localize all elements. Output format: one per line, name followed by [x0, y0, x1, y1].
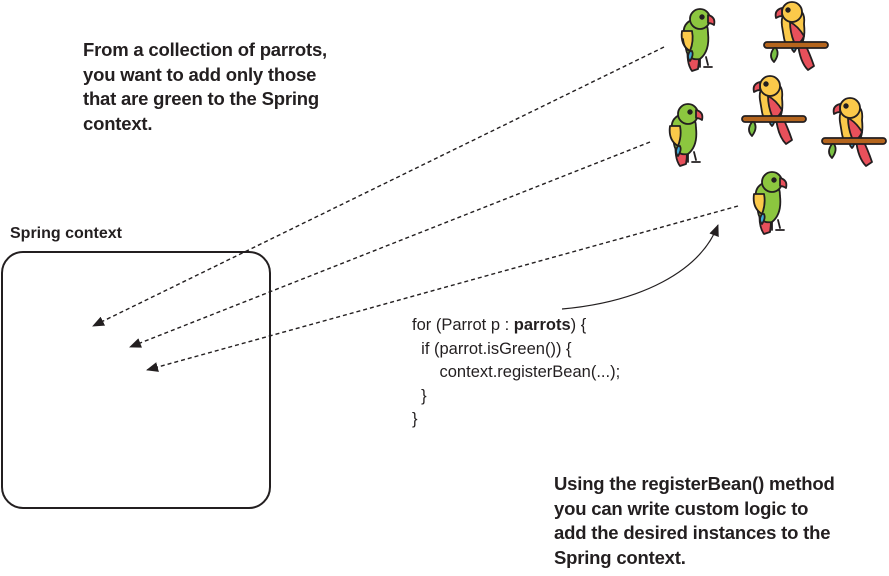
callout-bottom-line-1: Using the registerBean() method	[554, 473, 835, 494]
code-line-5: }	[412, 410, 418, 428]
callout-bottom-text: Using the registerBean() method you can …	[554, 472, 835, 570]
code-line-1-prefix: for (Parrot p :	[412, 316, 514, 334]
callout-top-text: From a collection of parrots, you want t…	[83, 38, 327, 136]
code-line-1: for (Parrot p : parrots) {	[412, 314, 620, 338]
green-parrot-icon	[680, 8, 716, 72]
arrow-parrot-2-to-context	[129, 141, 651, 348]
callout-top-line-4: context.	[83, 112, 153, 134]
callout-top-line-2: you want to add only those	[83, 63, 317, 85]
callout-top-line-3: that are green to the Spring	[83, 88, 319, 109]
yellow-parrot-icon	[763, 1, 829, 71]
callout-bottom-line-3: add the desired instances to the	[554, 522, 831, 543]
green-parrot-icon	[668, 103, 704, 167]
code-parrots-keyword: parrots	[513, 316, 571, 334]
code-line-2: if (parrot.isGreen()) {	[412, 339, 572, 358]
code-to-parrot-arrow	[561, 224, 719, 310]
yellow-parrot-icon	[741, 75, 807, 145]
arrow-parrot-1-to-context	[92, 46, 665, 327]
callout-bottom-line-2: you can write custom logic to	[554, 497, 809, 519]
spring-context-label: Spring context	[10, 225, 123, 242]
yellow-parrot-icon	[821, 97, 887, 167]
green-parrot-icon	[752, 171, 788, 235]
code-line-4: }	[412, 386, 427, 405]
callout-bottom-line-4: Spring context.	[554, 546, 686, 568]
code-line-1-suffix: ) {	[570, 316, 587, 334]
code-snippet: for (Parrot p : parrots) { if (parrot.is…	[412, 314, 620, 432]
arrow-parrot-3-to-context	[146, 205, 739, 372]
callout-top-line-1: From a collection of parrots,	[83, 39, 327, 60]
code-line-3: context.registerBean(...);	[412, 363, 621, 381]
spring-context-box	[1, 251, 271, 509]
